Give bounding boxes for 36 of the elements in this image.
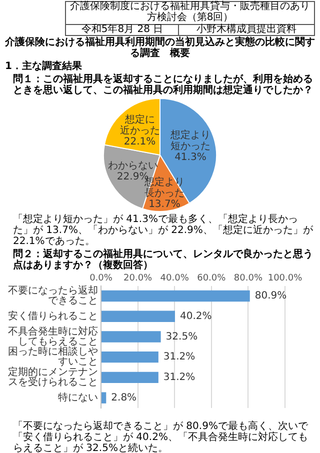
data-label: 22.1%	[124, 136, 156, 148]
x-tick-label: 60.0%	[197, 274, 226, 284]
x-tick-label: 20.0%	[124, 274, 153, 284]
text: 介護保険制度における福祉用具貸与・販売種目のあり方検討会（第8回）	[66, 1, 314, 24]
bar	[102, 331, 161, 343]
x-tick-label: 0.0%	[90, 274, 113, 284]
y-tick-label: 安く借りられること	[8, 310, 98, 322]
data-label: 32.5%	[166, 332, 198, 343]
bar	[102, 352, 158, 364]
text: 小野木構成員提出資料	[178, 24, 314, 36]
data-label: 40.2%	[180, 311, 212, 322]
data-label: 41.3%	[174, 152, 206, 164]
bar	[102, 372, 158, 384]
data-label: 80.9%	[254, 290, 287, 302]
x-tick-label: 40.0%	[160, 274, 190, 284]
x-tick-label: 80.0%	[234, 274, 263, 284]
data-label: 31.2%	[163, 352, 196, 364]
data-label: 31.2%	[163, 372, 196, 384]
y-tick-label: 特にない	[58, 392, 98, 404]
slice-label: 想定に近かった	[120, 114, 160, 137]
text: 「想定より短かった」が 41.3%で最も多く、「想定より長かった」が 13.7%、「わからない」が 22.9%、「想定に近かった」が 22.1%であった。	[13, 214, 314, 248]
slice-label: 想定より短かった	[169, 129, 210, 152]
x-tick-label: 100.0%	[268, 274, 303, 284]
text: 「不要になったら返却できること」が 80.9%で最も高く、次いで「安く借りられること」が 40.2%、「不具合発生時に対応してもらえること」が 32.5%と続いた。	[13, 421, 309, 453]
bar	[102, 392, 106, 404]
text: 介護保険における福祉用具利用期間の当初見込みと実態の比較に関する調査 概要	[5, 37, 315, 60]
bar	[102, 290, 250, 302]
bar	[102, 311, 175, 322]
text: 1．主な調査結果	[5, 60, 83, 73]
chart-title: 問１：この福祉用具を返却することになりましたが、利用を始めるときを思い返して、この福祉用具の利用期間は想定通りでしたか？	[13, 74, 314, 96]
y-tick-label: 定期的にメンテナンスを受けられること	[8, 366, 98, 388]
data-label: 2.8%	[111, 392, 137, 404]
y-tick-label: 不要になったら返却できること	[8, 284, 98, 307]
data-label: 13.7%	[148, 199, 180, 210]
chart-title: 問２：返却するこの福祉用具について、レンタルで良かったと思う点はありますか？（複数回答）	[13, 248, 314, 272]
text: 令和5年8月 28 日	[66, 24, 179, 36]
